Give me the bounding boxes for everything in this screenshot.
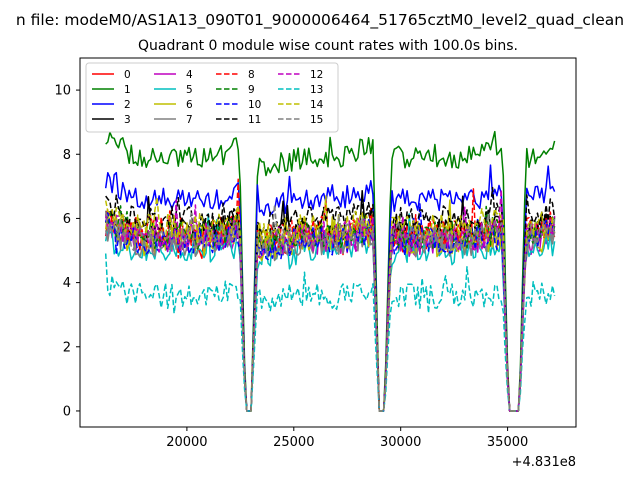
x-tick-label: 25000 (273, 435, 314, 450)
axis-layer: 20000 25000 30000 35000 0 2 4 6 8 10 (54, 84, 528, 450)
x-tick-label: 35000 (487, 435, 528, 450)
y-tick-label: 6 (63, 212, 71, 227)
legend-label-5: 5 (186, 84, 193, 96)
legend-label-1: 1 (124, 84, 131, 96)
legend-label-14: 14 (310, 99, 324, 111)
legend-label-10: 10 (248, 99, 261, 111)
series-layer (104, 130, 556, 412)
figure-suptitle: n file: modeM0/AS1A13_090T01_9000006464_… (16, 11, 624, 30)
y-tick-label: 2 (63, 340, 71, 355)
legend-label-6: 6 (186, 99, 193, 111)
legend-label-11: 11 (248, 114, 261, 126)
legend-label-3: 3 (124, 114, 131, 126)
series-line-5 (104, 213, 556, 412)
series-line-13 (104, 253, 556, 412)
x-tick-label: 30000 (380, 435, 421, 450)
series-line-12 (104, 188, 556, 412)
legend-label-2: 2 (124, 99, 131, 111)
series-line-11 (105, 186, 556, 412)
legend-label-0: 0 (124, 69, 131, 81)
chart-title: Quadrant 0 module wise count rates with … (138, 38, 518, 54)
legend-frame (85, 62, 339, 133)
series-line-10 (104, 203, 556, 412)
x-tick-label: 20000 (166, 435, 207, 450)
legend-label-7: 7 (186, 114, 193, 126)
legend-label-8: 8 (248, 69, 255, 81)
plot-frame (79, 57, 577, 428)
series-line-9 (104, 205, 556, 412)
legend-label-9: 9 (248, 84, 255, 96)
series-line-1 (105, 130, 556, 412)
x-offset-label: +4.831e8 (512, 455, 576, 470)
y-tick-label: 0 (63, 404, 71, 419)
series-line-2 (104, 164, 556, 412)
legend-label-15: 15 (310, 114, 323, 126)
y-tick-label: 10 (54, 84, 71, 99)
legend-label-13: 13 (310, 84, 323, 96)
series-line-15 (104, 203, 556, 412)
legend-label-4: 4 (186, 69, 193, 81)
y-tick-label: 8 (63, 148, 71, 163)
legend-label-12: 12 (310, 69, 323, 81)
y-tick-label: 4 (63, 276, 71, 291)
